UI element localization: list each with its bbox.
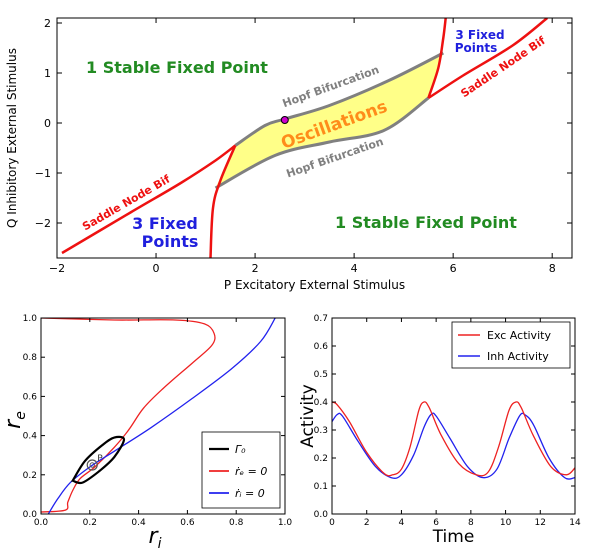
y-tick-label: 0.8 xyxy=(23,353,38,363)
y-tick-label: 0.3 xyxy=(314,426,328,436)
legend-box xyxy=(201,431,281,509)
x-tick-label: 10 xyxy=(500,518,512,528)
x-tick-label: 0 xyxy=(329,518,335,528)
oscillation-region xyxy=(215,53,444,188)
x-axis-label: ri xyxy=(149,524,162,552)
y-axis-label: Q Inhibitory External Stimulus xyxy=(5,48,19,228)
x-tick-label: −2 xyxy=(49,262,65,275)
y-tick-label: 0.7 xyxy=(314,314,328,324)
region-label-three-fixed-bottom: 3 Fixed xyxy=(132,214,198,233)
x-tick-label: 14 xyxy=(569,518,581,528)
series-line-exc-activity xyxy=(332,401,575,477)
x-tick-label: 8 xyxy=(468,518,474,528)
series-line-re-nullcline xyxy=(41,318,216,513)
fixed-point-marker-outer xyxy=(86,459,98,471)
y-tick-label: 1.0 xyxy=(23,314,38,324)
hopf-lower-curve xyxy=(214,96,430,190)
x-axis-label-subscript: i xyxy=(158,536,162,552)
x-tick-label: 0.2 xyxy=(83,518,97,528)
plot-frame xyxy=(331,317,576,515)
legend-label: ṙᵢ = 0 xyxy=(235,487,265,500)
plot-frame xyxy=(40,317,286,515)
y-tick-label: 2 xyxy=(44,17,51,30)
x-axis-label: P Excitatory External Stimulus xyxy=(224,278,405,292)
x-tick-label: 12 xyxy=(535,518,546,528)
series-line-limit-cycle xyxy=(70,435,126,485)
x-tick-label: 8 xyxy=(549,262,556,275)
x-axis-label-base: r xyxy=(149,524,160,549)
y-tick-label: −2 xyxy=(35,217,51,230)
y-tick-label: 0.0 xyxy=(314,510,329,520)
x-tick-label: 0.8 xyxy=(229,518,244,528)
region-label-three-fixed-top-line2: Points xyxy=(455,41,498,55)
legend-label: Exc Activity xyxy=(487,329,551,342)
y-tick-label: 0.6 xyxy=(314,342,329,352)
x-tick-label: 2 xyxy=(252,262,259,275)
bifurcation-panel: −2 0 2 4 6 8 −2 −1 0 1 2 P Excitatory External Stim… xyxy=(5,17,573,292)
x-tick-label: 0.0 xyxy=(34,518,49,528)
x-tick-label: 4 xyxy=(399,518,405,528)
y-tick-label: 0.4 xyxy=(23,432,38,442)
x-tick-label: 0.6 xyxy=(180,518,195,528)
legend-label: Inh Activity xyxy=(487,350,549,363)
region-label-stable-bottom: 1 Stable Fixed Point xyxy=(335,213,517,232)
y-axis-label: re xyxy=(1,411,29,429)
y-tick-label: 0.4 xyxy=(314,398,329,408)
y-tick-label: −1 xyxy=(35,167,51,180)
y-tick-label: 0.2 xyxy=(23,471,37,481)
activity-timeseries-panel: 0 2 4 6 8 10 12 14 0.0 0.1 0.2 0.3 0.4 0.5 0.6 0.7 Time A… xyxy=(298,314,581,547)
x-tick-label: 6 xyxy=(433,518,439,528)
y-axis-label-base: r xyxy=(1,418,26,429)
series-line-inh-activity xyxy=(332,412,575,480)
fixed-point-marker-inner xyxy=(89,462,95,468)
y-axis-label-subscript: e xyxy=(13,411,29,420)
phase-plane-panel: P0.0 0.2 0.4 0.6 0.8 1.00.00.20.40.60.81.0rir… xyxy=(1,314,292,552)
saddle-node-lower-lower-branch xyxy=(209,145,237,258)
y-tick-label: 0.5 xyxy=(314,370,328,380)
saddle-node-upper-lower-branch xyxy=(427,18,548,100)
x-tick-label: 1.0 xyxy=(278,518,293,528)
x-tick-label: 6 xyxy=(450,262,457,275)
plot-frame xyxy=(56,17,573,259)
region-label-three-fixed-top: 3 Fixed xyxy=(455,28,504,42)
x-tick-label: 0 xyxy=(153,262,160,275)
y-axis-label: Activity xyxy=(298,384,318,448)
y-tick-label: 0.6 xyxy=(23,392,38,402)
plot-area xyxy=(332,401,575,480)
hopf-upper-curve xyxy=(234,51,444,147)
y-tick-label: 0.1 xyxy=(314,482,328,492)
region-label-three-fixed-bottom-line2: Points xyxy=(142,232,199,251)
legend-label: ṙₑ = 0 xyxy=(235,465,267,478)
saddle-node-upper-upper-branch xyxy=(427,18,447,99)
legend-label: Γ₀ xyxy=(235,443,246,456)
region-label-stable-top: 1 Stable Fixed Point xyxy=(86,58,268,77)
x-tick-label: 2 xyxy=(364,518,370,528)
operating-point-marker xyxy=(280,116,289,124)
series-line-ri-nullcline xyxy=(47,318,276,514)
y-tick-label: 0 xyxy=(44,117,51,130)
saddle-node-lower-upper-branch xyxy=(61,144,237,255)
plot-area: P xyxy=(41,318,276,514)
y-tick-label: 1 xyxy=(44,67,51,80)
y-tick-label: 0.0 xyxy=(23,510,38,520)
legend-box xyxy=(451,321,571,369)
y-tick-label: 0.2 xyxy=(314,454,328,464)
x-axis-label: Time xyxy=(432,527,475,547)
x-tick-label: 0.4 xyxy=(131,518,146,528)
plot-area xyxy=(61,18,548,258)
fixed-point-label: P xyxy=(97,454,103,464)
x-tick-label: 4 xyxy=(351,262,358,275)
